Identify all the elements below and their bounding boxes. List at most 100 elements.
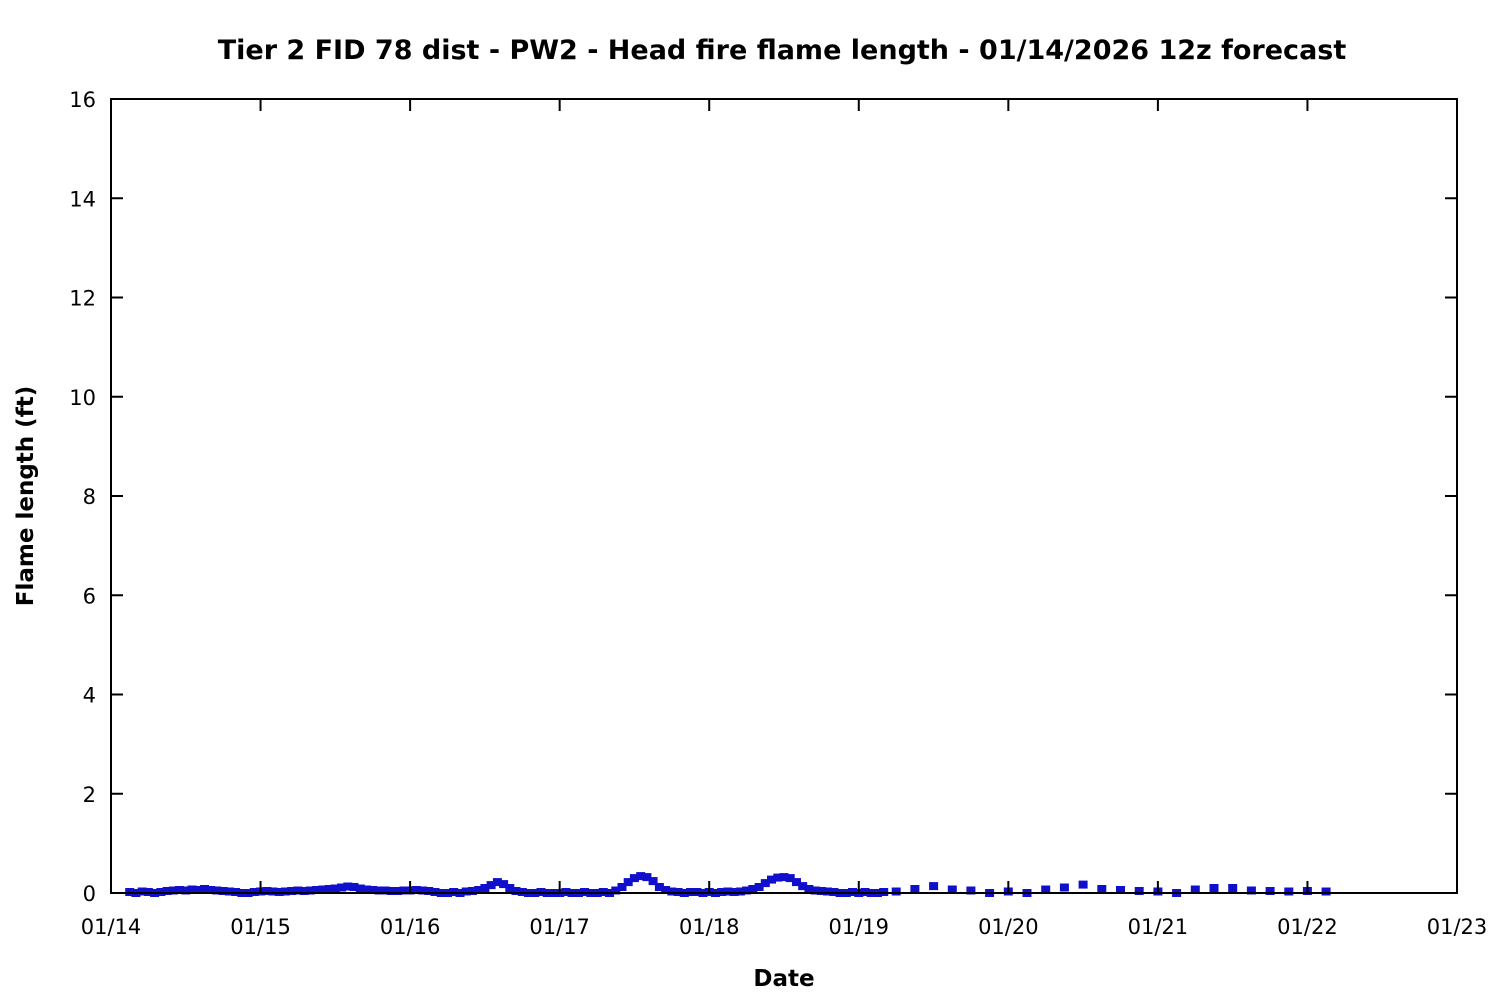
data-point: [735, 887, 745, 896]
data-point: [200, 885, 209, 893]
data-point: [1246, 886, 1256, 895]
data-point: [667, 887, 677, 896]
y-tick-label: 12: [69, 287, 96, 311]
y-axis-label: Flame length (ft): [13, 386, 39, 606]
data-point: [299, 887, 309, 895]
data-point: [648, 877, 658, 886]
data-point: [349, 883, 359, 891]
data-point: [262, 887, 272, 895]
data-point: [723, 887, 733, 896]
data-point: [461, 887, 471, 896]
chart-title: Tier 2 FID 78 dist - PW2 - Head fire fla…: [218, 35, 1347, 66]
x-tick-label: 01/17: [529, 915, 590, 939]
data-point: [175, 886, 184, 894]
data-point: [910, 885, 920, 893]
data-point: [929, 882, 939, 891]
data-point: [386, 887, 396, 895]
data-point: [474, 886, 484, 894]
data-point: [206, 886, 216, 894]
data-point: [343, 882, 353, 891]
data-point: [187, 885, 197, 894]
data-point: [823, 887, 833, 896]
data-point: [418, 886, 428, 895]
data-point: [411, 886, 421, 894]
data-point: [168, 886, 178, 895]
x-tick-label: 01/20: [978, 915, 1039, 939]
data-point: [467, 887, 477, 895]
data-point: [642, 873, 652, 882]
x-tick-label: 01/21: [1128, 915, 1189, 939]
data-point: [1265, 887, 1275, 895]
data-point: [193, 886, 203, 894]
data-point: [760, 879, 770, 888]
data-point: [1190, 885, 1200, 894]
x-tick-label: 01/22: [1277, 915, 1338, 939]
data-point: [424, 887, 434, 895]
x-tick-label: 01/16: [380, 915, 441, 939]
data-point: [368, 886, 378, 894]
data-point: [816, 887, 826, 895]
y-tick-label: 2: [83, 783, 96, 807]
data-point: [380, 886, 390, 895]
data-point: [1041, 885, 1051, 894]
data-point: [798, 882, 808, 891]
data-point: [181, 886, 191, 895]
data-point: [1097, 885, 1107, 893]
y-tick-labels: 0 2 4 6 8 10 12 14 16: [69, 88, 96, 906]
y-tick-label: 6: [83, 584, 96, 608]
data-point: [629, 874, 639, 883]
data-point: [779, 873, 789, 882]
data-point: [355, 884, 365, 893]
data-point: [362, 885, 371, 894]
y-tick-label: 4: [83, 684, 96, 708]
data-point: [330, 884, 340, 893]
x-tick-labels: 01/14 01/15 01/16 01/17 01/18 01/19 01/20 01/21…: [81, 915, 1488, 939]
data-point: [966, 886, 976, 895]
data-point: [480, 884, 490, 892]
data-point: [511, 887, 521, 895]
data-point: [636, 872, 646, 881]
data-point: [492, 878, 502, 887]
y-tick-label: 10: [69, 386, 96, 410]
data-point: [374, 886, 384, 895]
plot-border: [110, 98, 1458, 894]
y-tick-label: 14: [69, 187, 96, 211]
x-tick-label: 01/15: [230, 915, 291, 939]
data-point: [1059, 883, 1069, 892]
data-point: [499, 880, 509, 889]
data-point: [312, 886, 322, 894]
data-point: [1284, 887, 1294, 896]
y-tick-label: 0: [83, 882, 96, 906]
data-point: [773, 873, 783, 882]
data-point: [785, 874, 795, 883]
data-point: [1116, 886, 1125, 894]
data-point: [224, 887, 234, 896]
data-point: [1228, 884, 1238, 892]
data-point: [1078, 880, 1088, 889]
data-point: [293, 886, 303, 895]
data-point: [162, 887, 172, 895]
x-tick-label: 01/18: [679, 915, 740, 939]
data-point: [505, 884, 515, 892]
data-point: [754, 883, 764, 891]
data-point: [661, 886, 671, 894]
data-point: [137, 887, 147, 896]
data-point: [324, 885, 334, 893]
data-point: [305, 886, 315, 895]
data-point: [399, 886, 409, 895]
data-point: [212, 886, 222, 895]
data-point: [268, 887, 278, 896]
y-tick-label: 16: [69, 88, 96, 112]
x-axis-label: Date: [753, 966, 814, 992]
data-point: [218, 887, 228, 895]
data-point: [1321, 887, 1331, 896]
data-point: [318, 885, 328, 894]
data-point: [1209, 884, 1219, 892]
data-point: [748, 885, 758, 893]
x-tick-label: 01/23: [1427, 915, 1488, 939]
data-point: [654, 883, 664, 891]
data-point: [617, 883, 627, 891]
data-point: [337, 883, 347, 892]
